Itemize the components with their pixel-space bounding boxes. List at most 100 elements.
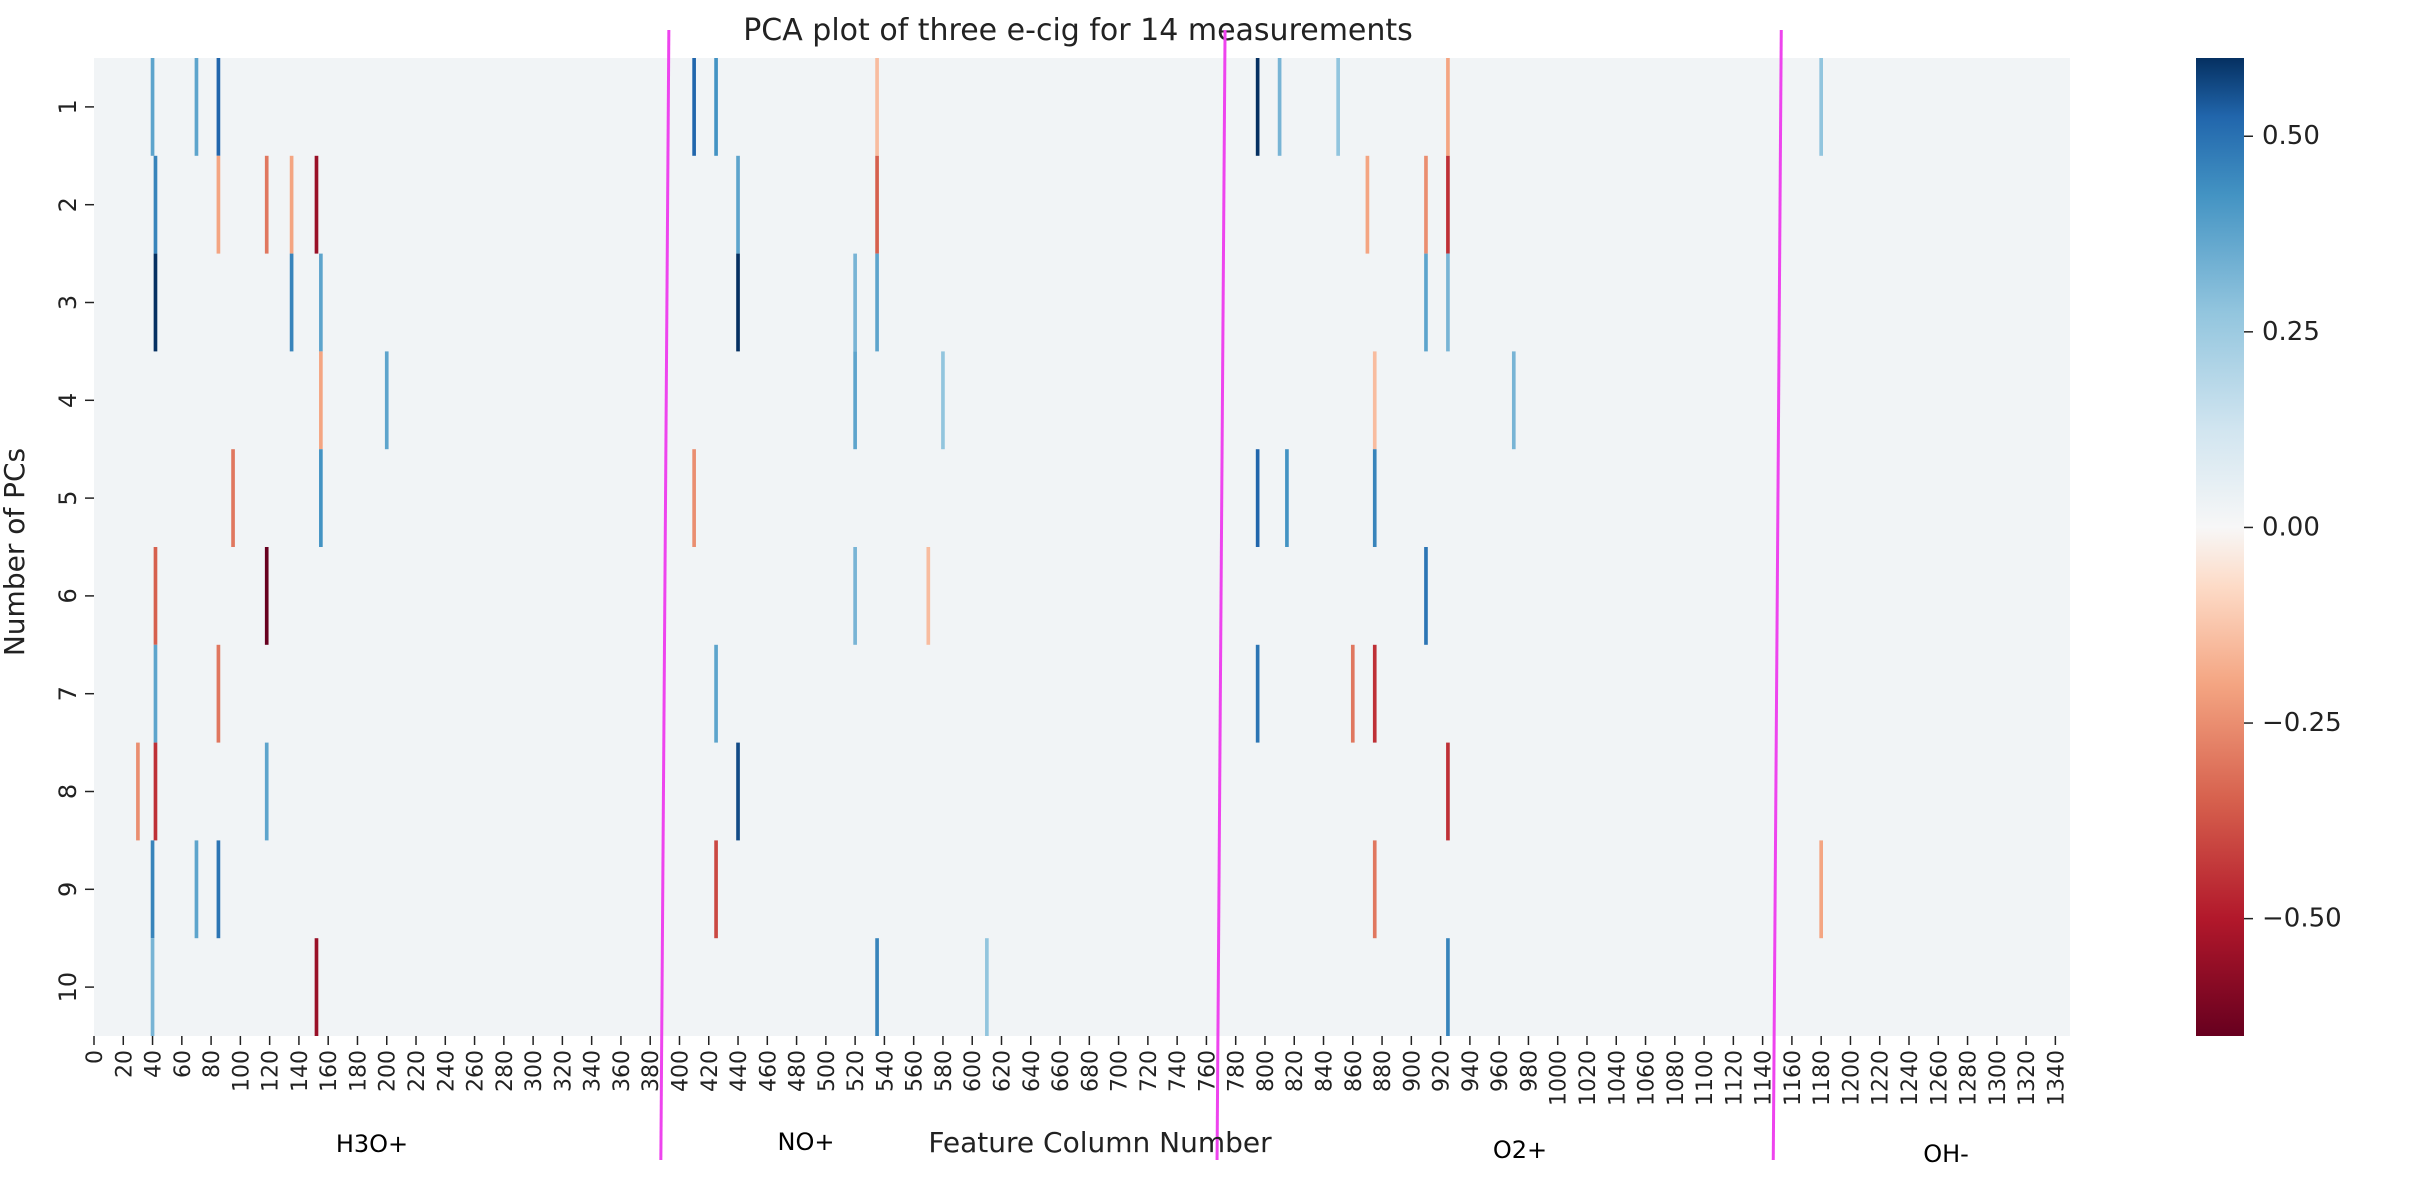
heatmap-cell bbox=[1365, 155, 1370, 254]
heatmap-cell bbox=[1446, 58, 1450, 156]
heatmap-cell bbox=[1372, 644, 1377, 743]
x-tick-label: 1040 bbox=[1605, 1050, 1630, 1106]
x-tick-label: 620 bbox=[990, 1050, 1015, 1092]
chart-title: PCA plot of three e-cig for 14 measureme… bbox=[743, 13, 1413, 48]
y-tick-label: 6 bbox=[54, 588, 82, 603]
x-tick-label: 1220 bbox=[1869, 1050, 1894, 1106]
heatmap-cell bbox=[1424, 253, 1428, 352]
heatmap-cell bbox=[1255, 449, 1260, 547]
heatmap-cell bbox=[736, 253, 740, 352]
x-tick-label: 1320 bbox=[2015, 1050, 2040, 1106]
x-tick-label: 1140 bbox=[1752, 1050, 1777, 1106]
x-tick-label: 1300 bbox=[1986, 1050, 2011, 1106]
colorbar-tick-label: −0.25 bbox=[2262, 708, 2342, 738]
x-tick-label: 980 bbox=[1517, 1050, 1542, 1092]
colorbar-tick-label: −0.50 bbox=[2262, 904, 2342, 934]
colorbar-tick-label: 0.25 bbox=[2262, 317, 2320, 347]
colorbar-tick-label: 0.00 bbox=[2262, 512, 2320, 542]
x-tick-label: 1120 bbox=[1722, 1050, 1747, 1106]
x-tick-label: 1020 bbox=[1576, 1050, 1601, 1106]
group-boundary-line bbox=[1215, 29, 1227, 1161]
heatmap-cell bbox=[714, 58, 718, 156]
x-tick-label: 1160 bbox=[1781, 1050, 1806, 1106]
x-tick-label: 1000 bbox=[1547, 1050, 1572, 1106]
x-tick-label: 400 bbox=[668, 1050, 693, 1092]
x-tick-label: 880 bbox=[1371, 1050, 1396, 1092]
x-tick-label: 700 bbox=[1108, 1050, 1133, 1092]
heatmap-cell bbox=[150, 58, 155, 156]
x-tick-label: 340 bbox=[581, 1050, 606, 1092]
colorbar-tick-label: 0.50 bbox=[2262, 121, 2320, 151]
heatmap-cell bbox=[1285, 449, 1289, 547]
heatmap-cell bbox=[216, 644, 221, 743]
x-tick-label: 220 bbox=[405, 1050, 430, 1092]
heatmap-cell bbox=[1819, 840, 1823, 939]
x-tick-label: 660 bbox=[1049, 1050, 1074, 1092]
x-axis-label: Feature Column Number bbox=[928, 1126, 1272, 1159]
heatmap-background bbox=[94, 58, 2070, 1036]
x-tick-label: 540 bbox=[873, 1050, 898, 1092]
heatmap-cell bbox=[1511, 351, 1516, 450]
x-tick-label: 0 bbox=[83, 1050, 108, 1064]
x-tick-label: 1280 bbox=[1957, 1050, 1982, 1106]
x-tick-label: 480 bbox=[786, 1050, 811, 1092]
x-tick-label: 360 bbox=[610, 1050, 635, 1092]
x-tick-label: 760 bbox=[1195, 1050, 1220, 1092]
heatmap-cell bbox=[1446, 938, 1450, 1036]
heatmap-cell bbox=[150, 840, 155, 939]
group-boundary-line bbox=[1771, 29, 1783, 1161]
heatmap-cell bbox=[941, 351, 945, 450]
y-tick-label: 10 bbox=[54, 972, 82, 1003]
x-tick-label: 1180 bbox=[1810, 1050, 1835, 1106]
heatmap-cell bbox=[714, 840, 718, 939]
x-tick-label: 960 bbox=[1488, 1050, 1513, 1092]
heatmap-cell bbox=[194, 840, 199, 939]
heatmap-cell bbox=[264, 155, 269, 254]
x-tick-label: 1080 bbox=[1664, 1050, 1689, 1106]
heatmap-cell bbox=[853, 547, 857, 645]
y-tick-label: 7 bbox=[54, 686, 82, 701]
heatmap-cell bbox=[692, 449, 696, 547]
heatmap-cell bbox=[194, 58, 199, 156]
heatmap-cell bbox=[153, 547, 158, 645]
heatmap-cell bbox=[736, 742, 740, 841]
heatmap-cell bbox=[1446, 253, 1450, 352]
group-boundaries bbox=[659, 29, 1783, 1161]
heatmap-cell bbox=[1255, 58, 1260, 156]
x-tick-label: 100 bbox=[229, 1050, 254, 1092]
x-tick-label: 160 bbox=[317, 1050, 342, 1092]
x-tick-label: 580 bbox=[932, 1050, 957, 1092]
heatmap-cell bbox=[926, 547, 931, 645]
x-tick-label: 320 bbox=[551, 1050, 576, 1092]
heatmap-cell bbox=[153, 155, 158, 254]
x-tick-label: 140 bbox=[288, 1050, 313, 1092]
x-tick-label: 200 bbox=[376, 1050, 401, 1092]
heatmap-cell bbox=[231, 449, 235, 547]
heatmap-cell bbox=[1424, 155, 1428, 254]
heatmap-cell bbox=[264, 742, 269, 841]
x-tick-label: 260 bbox=[464, 1050, 489, 1092]
y-tick-label: 4 bbox=[54, 393, 82, 408]
heatmap-cell bbox=[384, 351, 389, 450]
x-tick-label: 900 bbox=[1400, 1050, 1425, 1092]
x-tick-label: 1100 bbox=[1693, 1050, 1718, 1106]
x-tick-label: 840 bbox=[1313, 1050, 1338, 1092]
x-axis: 0 20 40 60 80 100 120 140 160 180 200 220 240 260 280 3… bbox=[83, 1036, 2069, 1106]
heatmap-cell bbox=[314, 938, 319, 1036]
x-tick-label: 460 bbox=[756, 1050, 781, 1092]
x-tick-label: 560 bbox=[903, 1050, 928, 1092]
heatmap-cell bbox=[319, 449, 323, 547]
x-tick-label: 860 bbox=[1342, 1050, 1367, 1092]
heatmap-cell bbox=[319, 253, 323, 352]
heatmap-cell bbox=[875, 58, 879, 156]
heatmap-cell bbox=[875, 155, 879, 254]
heatmap-cell bbox=[153, 253, 158, 352]
heatmap-cell bbox=[1336, 58, 1340, 156]
x-tick-label: 940 bbox=[1459, 1050, 1484, 1092]
heatmap-cell bbox=[875, 938, 879, 1036]
heatmap-cell bbox=[692, 58, 696, 156]
heatmap-cell bbox=[216, 155, 221, 254]
heatmap-cell bbox=[875, 253, 879, 352]
heatmap-cell bbox=[153, 742, 158, 841]
